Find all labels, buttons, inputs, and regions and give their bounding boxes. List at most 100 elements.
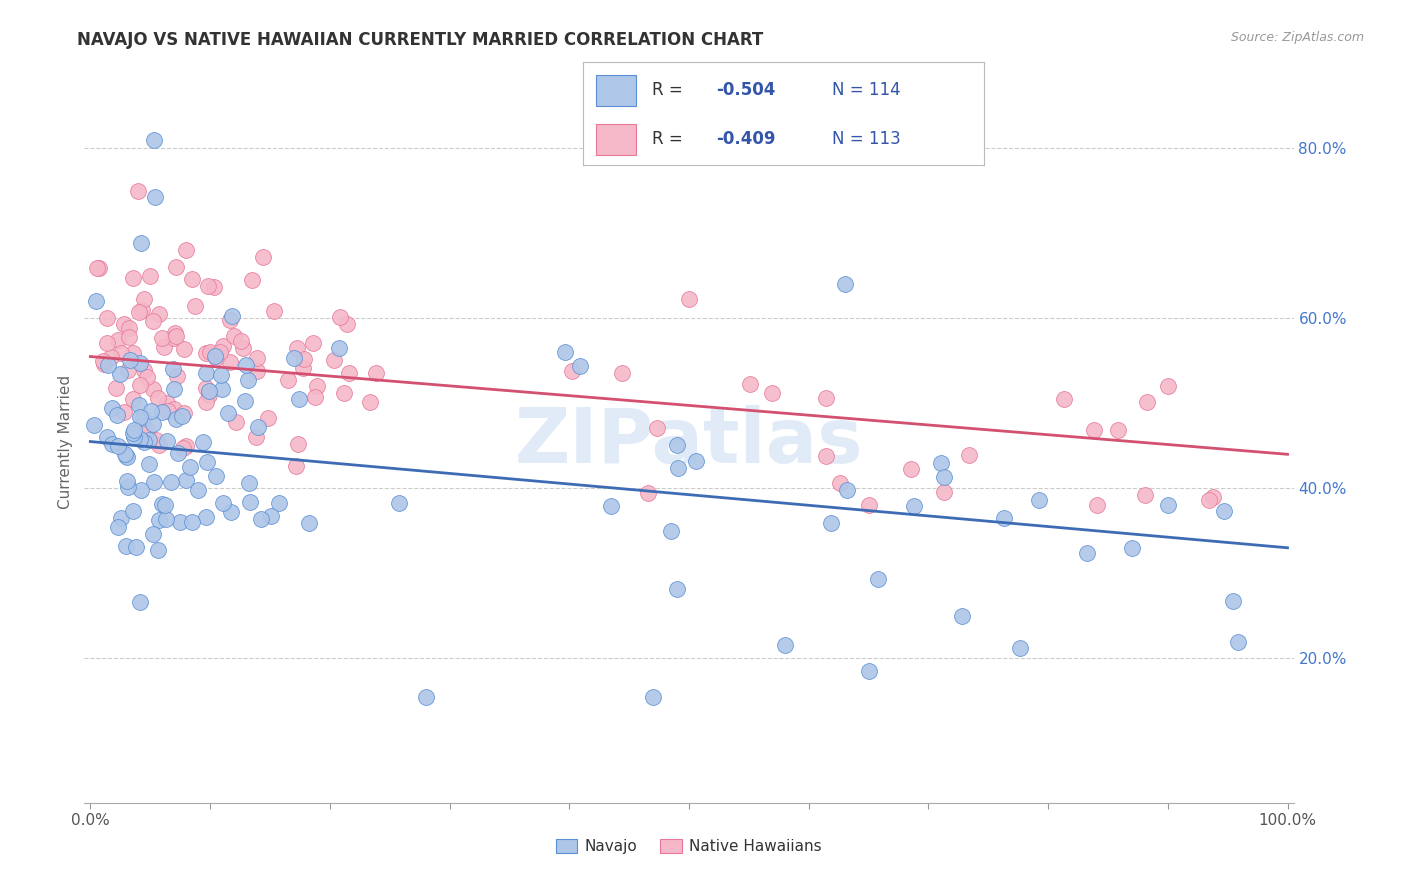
Point — [142, 417, 165, 432]
Point — [1121, 541, 1143, 555]
Point — [148, 307, 170, 321]
Point — [131, 418, 153, 433]
Point — [187, 483, 209, 497]
Point — [1076, 546, 1098, 560]
Point — [561, 364, 583, 378]
Point — [929, 456, 952, 470]
Point — [150, 405, 173, 419]
Point — [1083, 423, 1105, 437]
Point — [139, 268, 162, 283]
Point — [148, 543, 170, 558]
Point — [204, 469, 226, 483]
Point — [194, 510, 217, 524]
Point — [118, 321, 141, 335]
Point — [115, 450, 138, 464]
Point — [211, 382, 233, 396]
Point — [641, 690, 664, 704]
Point — [107, 333, 129, 347]
Point — [219, 505, 242, 519]
Point — [138, 457, 160, 471]
Point — [364, 366, 387, 380]
Point — [1133, 488, 1156, 502]
Point — [1107, 423, 1129, 437]
Point — [260, 509, 283, 524]
Bar — [596, 75, 636, 105]
Text: ZIPatlas: ZIPatlas — [515, 405, 863, 478]
Point — [96, 336, 118, 351]
Point — [101, 401, 124, 416]
Point — [143, 190, 166, 204]
Point — [277, 373, 299, 387]
Point — [89, 261, 111, 276]
Point — [129, 410, 152, 425]
Point — [163, 401, 186, 416]
Point — [97, 358, 120, 372]
Point — [252, 250, 274, 264]
Point — [569, 359, 592, 373]
Point — [814, 450, 837, 464]
Point — [163, 331, 186, 345]
Point — [219, 355, 242, 369]
Point — [645, 421, 668, 435]
Point — [155, 511, 177, 525]
Point — [359, 395, 381, 409]
Point — [194, 395, 217, 409]
Point — [336, 317, 359, 331]
Point — [197, 455, 219, 469]
Text: N = 113: N = 113 — [832, 130, 901, 148]
Point — [100, 350, 122, 364]
Point — [138, 433, 160, 447]
Point — [122, 424, 145, 438]
Point — [195, 346, 218, 360]
Point — [145, 433, 167, 447]
Point — [132, 411, 155, 425]
Point — [950, 609, 973, 624]
Point — [166, 368, 188, 383]
Point — [107, 439, 129, 453]
Point — [131, 302, 153, 317]
Point — [152, 340, 174, 354]
Point — [993, 511, 1015, 525]
Point — [107, 520, 129, 534]
Point — [1222, 594, 1244, 608]
Point — [1157, 379, 1180, 393]
Text: NAVAJO VS NATIVE HAWAIIAN CURRENTLY MARRIED CORRELATION CHART: NAVAJO VS NATIVE HAWAIIAN CURRENTLY MARR… — [77, 31, 763, 49]
Point — [249, 512, 271, 526]
Point — [238, 476, 260, 491]
Point — [122, 270, 145, 285]
Point — [122, 504, 145, 518]
Point — [112, 405, 135, 419]
Point — [122, 430, 145, 444]
Point — [162, 361, 184, 376]
Point — [1136, 394, 1159, 409]
Point — [957, 448, 980, 462]
Y-axis label: Currently Married: Currently Married — [58, 375, 73, 508]
Point — [193, 434, 215, 449]
Point — [292, 361, 315, 376]
Point — [197, 388, 219, 402]
Point — [685, 453, 707, 467]
Point — [117, 480, 139, 494]
Point — [298, 516, 321, 530]
Point — [678, 293, 700, 307]
Point — [932, 470, 955, 484]
Point — [96, 430, 118, 444]
Point — [184, 299, 207, 313]
Point — [233, 393, 256, 408]
Point — [761, 385, 783, 400]
Point — [174, 473, 197, 487]
Point — [160, 475, 183, 489]
Point — [1157, 498, 1180, 512]
Point — [610, 366, 633, 380]
Point — [388, 496, 411, 510]
Point — [121, 392, 143, 407]
Point — [637, 485, 659, 500]
Legend: Navajo, Native Hawaiians: Navajo, Native Hawaiians — [550, 832, 828, 860]
Point — [738, 376, 761, 391]
Point — [1008, 641, 1031, 656]
Point — [225, 416, 247, 430]
Point — [129, 356, 152, 370]
Point — [172, 441, 194, 455]
Point — [195, 366, 218, 380]
Point — [1053, 392, 1076, 406]
